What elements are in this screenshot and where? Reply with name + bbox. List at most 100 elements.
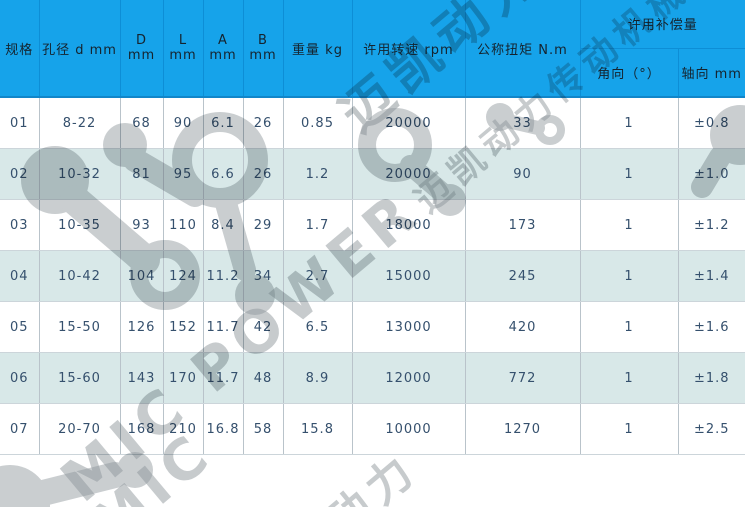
cell-l: 170 <box>163 352 204 404</box>
cell-spec: 01 <box>0 97 40 149</box>
cell-axial: ±1.4 <box>678 250 745 302</box>
cell-speed: 15000 <box>352 250 466 302</box>
table-body: 01 8-22 68 90 6.1 26 0.85 20000 33 1 ±0.… <box>0 97 745 455</box>
cell-torque: 420 <box>465 301 581 353</box>
cell-b: 29 <box>243 199 284 251</box>
cell-torque: 173 <box>465 199 581 251</box>
cell-spec: 05 <box>0 301 40 353</box>
cell-l: 124 <box>163 250 204 302</box>
cell-speed: 13000 <box>352 301 466 353</box>
cell-bore: 8-22 <box>39 97 121 149</box>
cell-d: 68 <box>120 97 164 149</box>
table-row: 04 10-42 104 124 11.2 34 2.7 15000 245 1… <box>0 250 745 302</box>
cell-d: 126 <box>120 301 164 353</box>
cell-spec: 07 <box>0 403 40 455</box>
cell-d: 93 <box>120 199 164 251</box>
cell-d: 104 <box>120 250 164 302</box>
cell-weight: 8.9 <box>283 352 353 404</box>
cell-angular: 1 <box>580 403 679 455</box>
cell-a: 11.7 <box>203 352 244 404</box>
col-header-b: B mm <box>243 0 284 97</box>
cell-axial: ±2.5 <box>678 403 745 455</box>
cell-spec: 04 <box>0 250 40 302</box>
cell-b: 48 <box>243 352 284 404</box>
col-header-d: D mm <box>120 0 164 97</box>
cell-axial: ±1.2 <box>678 199 745 251</box>
cell-weight: 2.7 <box>283 250 353 302</box>
cell-weight: 0.85 <box>283 97 353 149</box>
cell-b: 26 <box>243 97 284 149</box>
cell-weight: 15.8 <box>283 403 353 455</box>
cell-angular: 1 <box>580 352 679 404</box>
cell-a: 11.2 <box>203 250 244 302</box>
table-row: 03 10-35 93 110 8.4 29 1.7 18000 173 1 ±… <box>0 199 745 251</box>
cell-bore: 20-70 <box>39 403 121 455</box>
cell-l: 152 <box>163 301 204 353</box>
cell-axial: ±1.0 <box>678 148 745 200</box>
cell-l: 95 <box>163 148 204 200</box>
cell-bore: 15-50 <box>39 301 121 353</box>
cell-torque: 33 <box>465 97 581 149</box>
col-header-bore: 孔径 d mm <box>39 0 121 97</box>
cell-weight: 1.7 <box>283 199 353 251</box>
cell-a: 6.1 <box>203 97 244 149</box>
cell-weight: 1.2 <box>283 148 353 200</box>
cell-torque: 1270 <box>465 403 581 455</box>
coupling-spec-table: 规格 孔径 d mm D mm L mm A mm B mm 重量 kg 许用转… <box>0 0 745 455</box>
col-header-weight: 重量 kg <box>283 0 353 97</box>
cell-l: 110 <box>163 199 204 251</box>
cell-a: 16.8 <box>203 403 244 455</box>
cell-d: 143 <box>120 352 164 404</box>
cell-angular: 1 <box>580 301 679 353</box>
cell-b: 34 <box>243 250 284 302</box>
col-header-compensation: 许用补偿量 <box>580 0 745 49</box>
cell-axial: ±1.6 <box>678 301 745 353</box>
cell-bore: 10-35 <box>39 199 121 251</box>
cell-axial: ±0.8 <box>678 97 745 149</box>
cell-bore: 15-60 <box>39 352 121 404</box>
table-row: 05 15-50 126 152 11.7 42 6.5 13000 420 1… <box>0 301 745 353</box>
cell-a: 6.6 <box>203 148 244 200</box>
col-header-axial: 轴向 mm <box>678 48 745 97</box>
table-header: 规格 孔径 d mm D mm L mm A mm B mm 重量 kg 许用转… <box>0 0 745 97</box>
cell-angular: 1 <box>580 199 679 251</box>
col-header-a: A mm <box>203 0 244 97</box>
cell-a: 11.7 <box>203 301 244 353</box>
col-header-torque: 公称扭矩 N.m <box>465 0 581 97</box>
table-row: 01 8-22 68 90 6.1 26 0.85 20000 33 1 ±0.… <box>0 97 745 149</box>
cell-a: 8.4 <box>203 199 244 251</box>
cell-bore: 10-32 <box>39 148 121 200</box>
cell-l: 90 <box>163 97 204 149</box>
cell-b: 42 <box>243 301 284 353</box>
cell-axial: ±1.8 <box>678 352 745 404</box>
cell-spec: 02 <box>0 148 40 200</box>
cell-angular: 1 <box>580 148 679 200</box>
table-row: 07 20-70 168 210 16.8 58 15.8 10000 1270… <box>0 403 745 455</box>
cell-b: 26 <box>243 148 284 200</box>
cell-speed: 12000 <box>352 352 466 404</box>
cell-angular: 1 <box>580 250 679 302</box>
cell-bore: 10-42 <box>39 250 121 302</box>
cell-spec: 03 <box>0 199 40 251</box>
cell-torque: 245 <box>465 250 581 302</box>
table-row: 06 15-60 143 170 11.7 48 8.9 12000 772 1… <box>0 352 745 404</box>
col-header-l: L mm <box>163 0 204 97</box>
cell-torque: 90 <box>465 148 581 200</box>
cell-l: 210 <box>163 403 204 455</box>
cell-speed: 18000 <box>352 199 466 251</box>
cell-b: 58 <box>243 403 284 455</box>
cell-d: 168 <box>120 403 164 455</box>
cell-speed: 20000 <box>352 97 466 149</box>
col-header-spec: 规格 <box>0 0 40 97</box>
cell-angular: 1 <box>580 97 679 149</box>
table-row: 02 10-32 81 95 6.6 26 1.2 20000 90 1 ±1.… <box>0 148 745 200</box>
cell-speed: 10000 <box>352 403 466 455</box>
cell-torque: 772 <box>465 352 581 404</box>
col-header-speed: 许用转速 rpm <box>352 0 466 97</box>
col-header-angular: 角向（°） <box>580 48 679 97</box>
cell-spec: 06 <box>0 352 40 404</box>
cell-d: 81 <box>120 148 164 200</box>
cell-speed: 20000 <box>352 148 466 200</box>
cell-weight: 6.5 <box>283 301 353 353</box>
